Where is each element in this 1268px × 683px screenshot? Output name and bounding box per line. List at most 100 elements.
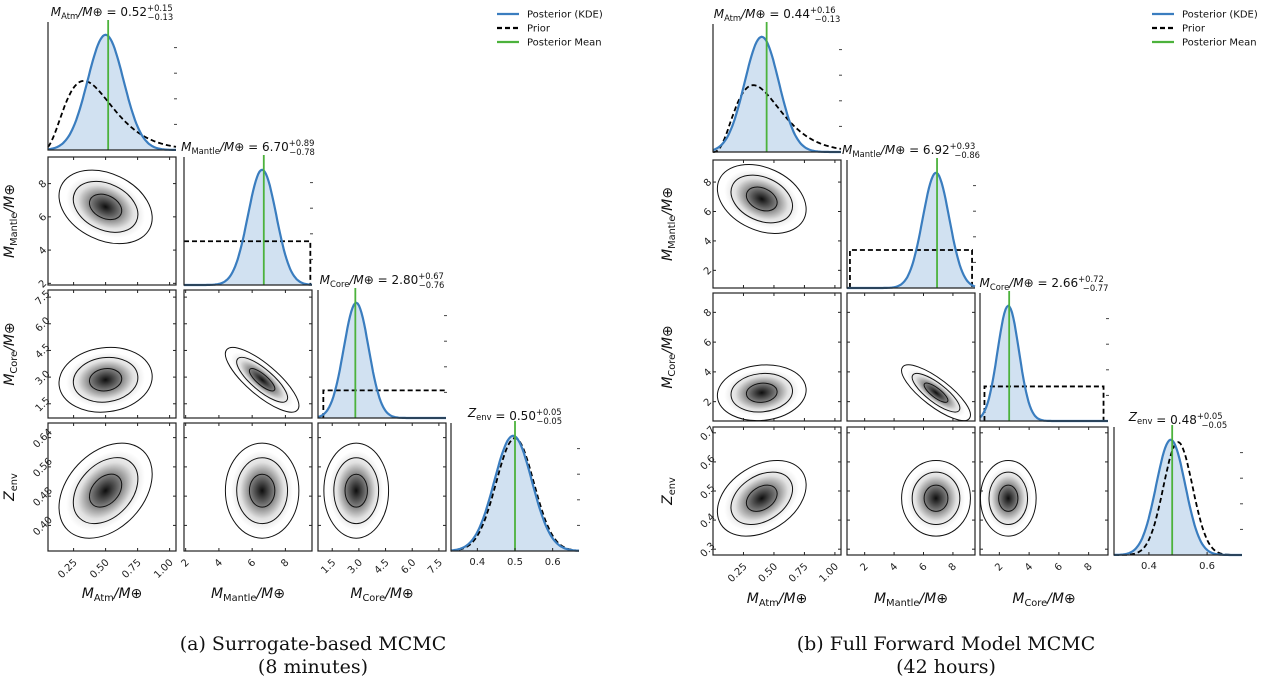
posterior-fill: [713, 36, 841, 152]
label-symbol: M: [660, 249, 676, 261]
density-layer: [58, 346, 153, 413]
x-tick-label: 8: [1082, 561, 1094, 573]
summary-minus: −0.78: [289, 147, 315, 157]
y-tick-label: 6: [702, 206, 714, 218]
diag-axes: [846, 160, 975, 289]
label-subscript: Atm: [759, 598, 779, 609]
density-layer: [224, 346, 300, 413]
contour-line: [923, 484, 949, 512]
density-layer: [901, 364, 971, 421]
x-tick-label: 0.50: [757, 561, 781, 585]
label-symbol: M: [2, 374, 18, 386]
contour-line: [911, 471, 961, 525]
label-symbol: M: [82, 586, 94, 602]
contour-line: [988, 471, 1029, 525]
label-subscript: Mantle: [191, 146, 219, 156]
param-label: MAtm/M⊕: [82, 586, 143, 604]
label-symbol: M: [320, 273, 331, 287]
label-subscript: Core: [9, 351, 20, 374]
param-label: MMantle/M⊕: [660, 187, 678, 261]
label-symbol: Z: [1128, 410, 1138, 424]
summary-value: = 0.48: [1152, 413, 1196, 427]
x-tick-label: 0.6: [545, 557, 561, 568]
summary-plus: +0.16: [810, 5, 836, 15]
label-subscript: Core: [990, 282, 1009, 292]
label-suffix: /M⊕: [1045, 591, 1076, 607]
x-tick-label: 4: [888, 561, 900, 573]
panel-atm-vs-mantle: 2 4 6 8: [702, 159, 842, 289]
x-tick-label: 6: [246, 557, 258, 569]
param-label: MCore/M⊕: [2, 322, 20, 385]
contour-line: [745, 382, 778, 403]
label-symbol: M: [747, 591, 759, 607]
label-subscript: Core: [667, 354, 678, 377]
diag-panel-core: MCore/M⊕ = 2.80+0.67 −0.76: [317, 271, 447, 420]
x-tick-label: 0.75: [787, 561, 811, 585]
y-tick-label: 6: [37, 212, 49, 224]
summary-minus: −0.76: [419, 280, 445, 290]
panel-core-vs-env: 1.5 3.0 4.5 6.0 7.5: [317, 422, 447, 576]
diag-panel-atm: MAtm/M⊕ = 0.44+0.16 −0.13: [712, 5, 842, 154]
density-shading: [66, 175, 146, 238]
density-layer: [716, 364, 807, 421]
panel-atm-vs-env: 0.25 0.50 0.75 1.000.400.480.560.64: [31, 422, 177, 581]
density-layer: [323, 442, 390, 539]
density-shading: [724, 369, 800, 417]
label-symbol: M: [51, 5, 62, 19]
legend-label: Posterior Mean: [527, 38, 602, 49]
param-label: MMantle/M⊕: [2, 184, 20, 258]
contour-line: [72, 356, 139, 403]
caption-a-line1: (a) Surrogate-based MCMC: [179, 633, 447, 655]
contour-line: [88, 193, 123, 221]
posterior-fill: [847, 172, 975, 288]
panel-atm-vs-mantle: 2 4 6 8: [37, 156, 177, 291]
label-symbol: M: [874, 591, 886, 607]
density-shading: [66, 352, 146, 408]
density-layer: [58, 169, 153, 245]
param-label: Zenv: [2, 473, 20, 502]
x-tick-label: 0.6: [1199, 561, 1215, 572]
diag-axes: [1113, 427, 1242, 556]
summary-plus: +0.67: [418, 271, 444, 281]
param-label: MCore/M⊕: [660, 325, 678, 388]
density-layer: [980, 459, 1037, 537]
summary-value: = 2.66: [1034, 276, 1078, 290]
param-label: Zenv: [660, 477, 678, 506]
contour-line: [333, 457, 380, 525]
prior-curve: [849, 249, 973, 288]
panel-mantle-vs-env: 2 4 6 8: [179, 422, 313, 570]
y-tick-label: 4: [37, 245, 49, 257]
label-suffix: /M⊕: [348, 273, 373, 287]
x-tick-label: 3.0: [346, 557, 365, 576]
param-label: MCore/M⊕: [1012, 591, 1075, 609]
diag-panel-mantle: MMantle/M⊕ = 6.92+0.93 −0.86: [842, 141, 980, 290]
panel-atm-vs-env: 0.25 0.50 0.75 1.000.30.40.50.60.7: [699, 424, 842, 585]
label-subscript: Mantle: [852, 149, 880, 159]
posterior-curve: [47, 33, 176, 151]
panel-mantle-vs-core: [846, 292, 976, 422]
diag-panel-env: Zenv = 0.48+0.05 −0.05 0.4 0.6: [1113, 410, 1243, 572]
contour-line: [730, 174, 793, 224]
label-symbol: M: [714, 7, 725, 21]
contour-line: [224, 442, 300, 539]
density-shading: [328, 450, 384, 531]
diag-panel-env: Zenv = 0.50+0.05 −0.05 0.4 0.5 0.6: [450, 406, 580, 568]
caption-a-line2: (8 minutes): [257, 656, 369, 678]
x-tick-label: 0.50: [88, 557, 112, 581]
label-subscript: Mantle: [667, 216, 678, 249]
summary-value: = 0.50: [492, 409, 536, 423]
summary-title: MAtm/M⊕ = 0.52+0.15 −0.13: [51, 3, 173, 22]
label-subscript: Core: [362, 593, 385, 604]
caption-b-line2: (42 hours): [896, 656, 996, 678]
label-suffix: /M⊕: [219, 140, 244, 154]
contour-line: [716, 459, 807, 537]
x-tick-label: 1.00: [818, 561, 842, 585]
contour-line: [58, 169, 153, 245]
summary-minus: −0.13: [815, 14, 841, 24]
summary-minus: −0.05: [536, 416, 562, 426]
x-tick-label: 2: [858, 561, 870, 573]
panel-atm-vs-core: 1.53.04.56.07.5: [34, 289, 177, 419]
contour-line: [72, 180, 139, 233]
y-tick-label: 8: [702, 177, 714, 189]
label-subscript: env: [667, 477, 678, 495]
